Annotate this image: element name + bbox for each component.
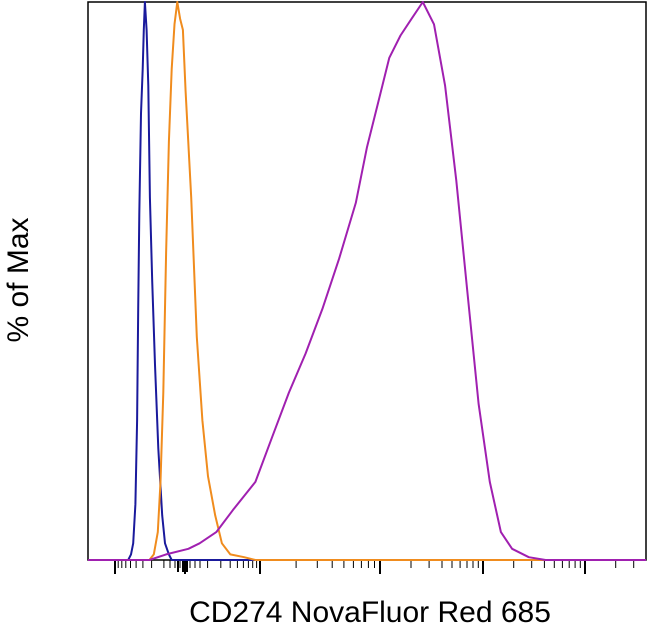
series-line-3 [88, 1, 646, 561]
x-axis-title: CD274 NovaFluor Red 685 [189, 596, 551, 629]
series-layer [88, 1, 646, 561]
y-axis-title: % of Max [2, 217, 35, 342]
series-line-1 [88, 1, 646, 561]
series-line-2 [88, 1, 646, 561]
x-axis-ticks [114, 560, 635, 574]
